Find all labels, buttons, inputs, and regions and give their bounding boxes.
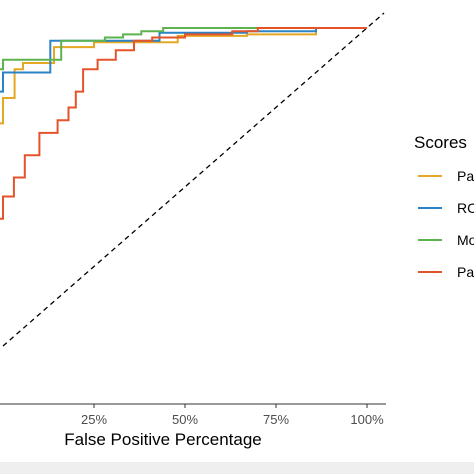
legend-label-3: Mo bbox=[457, 232, 474, 248]
legend-label-4: Pa bbox=[457, 264, 474, 280]
reference-diagonal-line bbox=[2, 12, 385, 347]
x-tick-label-4: 100% bbox=[350, 412, 384, 427]
legend-label-2: RC bbox=[457, 200, 474, 216]
footer-strip bbox=[0, 462, 474, 474]
series-line-1 bbox=[0, 27, 367, 125]
x-tick-label-2: 50% bbox=[172, 412, 198, 427]
series-line-3 bbox=[0, 27, 367, 71]
plot-area bbox=[0, 12, 385, 347]
x-tick-label-1: 25% bbox=[81, 412, 107, 427]
series-line-4 bbox=[0, 27, 367, 220]
legend: Scores Pa RC Mo Pa bbox=[414, 133, 474, 280]
x-axis-title: False Positive Percentage bbox=[64, 430, 262, 449]
legend-label-1: Pa bbox=[457, 168, 474, 184]
x-tick-label-3: 75% bbox=[263, 412, 289, 427]
legend-title: Scores bbox=[414, 133, 467, 152]
x-axis: 25% 50% 75% 100% bbox=[0, 403, 386, 427]
